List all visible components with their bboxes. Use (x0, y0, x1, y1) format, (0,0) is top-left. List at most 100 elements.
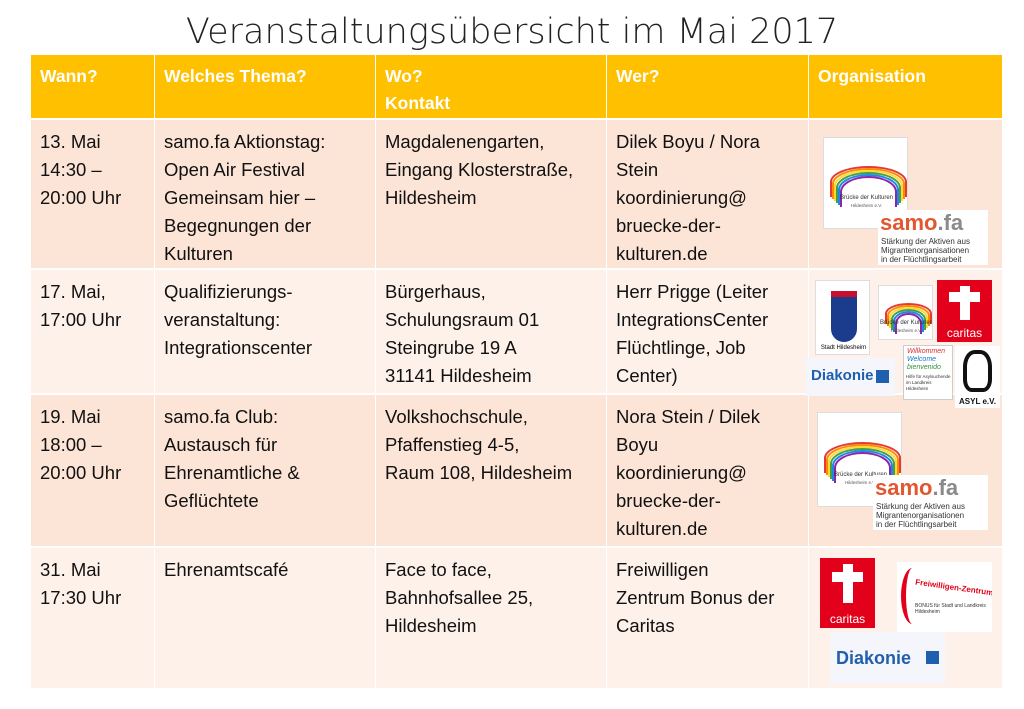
logo-text: Brücke der Kulturen (833, 471, 888, 478)
cell-text: Geflüchtete (164, 490, 259, 511)
logo-text: BONUS für Stadt und Landkreis Hildesheim (915, 602, 986, 615)
cell-text: Magdalenengarten, (385, 131, 545, 152)
crest (830, 291, 857, 342)
rainbow-arc (893, 310, 924, 332)
logo-text: Willkommen (907, 348, 946, 355)
table-cell: Freiwilligen Zentrum Bonus der Caritas (607, 548, 809, 690)
logo: samo.fa Stärkung der Aktiven aus Migranten… (873, 475, 988, 530)
cell-text: 20:00 Uhr (40, 462, 122, 483)
logo: Brücke der Kulturen Hildesheim e.V. (878, 285, 933, 340)
cell-text: Begegnungen der (164, 215, 312, 236)
logo-text: Migrantenorganisationen (876, 511, 965, 520)
logo-text: Hildesheim e.V. (844, 479, 877, 485)
cell-text: Pfaffenstieg 4-5, (385, 434, 520, 455)
table-cell: Magdalenengarten, Eingang Klosterstraße, H… (376, 120, 607, 270)
logo: Willkommen Welcome bienvenido Hilfe für Asy… (903, 345, 953, 400)
cell-text: Herr Prigge (Leiter (616, 281, 769, 302)
rainbow-arc (838, 173, 899, 206)
rainbow-arc (826, 443, 899, 476)
table-cell: Herr Prigge (Leiter IntegrationsCenter Flü… (607, 270, 809, 395)
logo-mark (926, 651, 939, 664)
logo-text: caritas (946, 326, 983, 340)
logo: Stadt Hildesheim (815, 280, 870, 355)
cell-text: Volkshochschule, (385, 406, 528, 427)
cell-text: koordinierung@ (616, 187, 747, 208)
cell-text: Eingang Klosterstraße, (385, 159, 574, 180)
table-cell: samo.fa Aktionstag: Open Air Festival Geme… (155, 120, 376, 270)
logo-text: bienvenido (907, 364, 941, 371)
logo-text: Diakonie (836, 648, 912, 668)
header-text: Welches Thema? (164, 66, 307, 86)
logo-text: .fa (932, 475, 959, 500)
header-text: Wo? (385, 66, 423, 86)
cell-text: Qualifizierungs- (164, 281, 293, 302)
logo: ASYL e.V. (955, 346, 1000, 408)
cell-text: Freiwilligen (616, 559, 709, 580)
logo-title: samo.fa (875, 475, 958, 501)
rainbow-arc (828, 445, 897, 478)
logo-text: Hildesheim e.V. (850, 203, 883, 209)
header-text: Kontakt (385, 93, 451, 113)
cell-text: Steingrube 19 A (385, 337, 517, 358)
logo-title: samo.fa (880, 210, 963, 236)
logo-text: Welcome (907, 356, 937, 363)
table-cell: 19. Mai 18:00 – 20:00 Uhr (31, 395, 155, 548)
logo-text: samo (880, 210, 938, 235)
cell-text: Bürgerhaus, (385, 281, 486, 302)
header-cell: Wer? (607, 55, 809, 120)
table-cell: Bürgerhaus, Schulungsraum 01 Steingrube 19… (376, 270, 607, 395)
rainbow-arc (832, 167, 905, 200)
table-cell: Nora Stein / Dilek Boyu koordinierung@ brue… (607, 395, 809, 548)
cell-text: samo.fa Club: (164, 406, 279, 427)
cross (842, 564, 853, 603)
rainbow-arc (891, 308, 926, 330)
header-cell: Wo? Kontakt (376, 55, 607, 120)
cell-text: 14:30 – (40, 159, 102, 180)
cell-text: samo.fa Aktionstag: (164, 131, 326, 152)
logo: Freiwilligen-Zentrum BONUS für Stadt und … (897, 562, 992, 632)
cell-text: Gemeinsam hier – (164, 187, 316, 208)
title: Veranstaltungsübersicht im Mai 2017 (185, 12, 839, 52)
cell-text: Ehrenamtscafé (164, 559, 289, 580)
cell-text: Boyu (616, 434, 659, 455)
table-cell: Ehrenamtscafé (155, 548, 376, 690)
cell-text: 17. Mai, (40, 281, 106, 302)
cross (949, 292, 980, 303)
cell-text: 31141 Hildesheim (385, 365, 532, 386)
header-cell: Organisation (809, 55, 1003, 120)
logo-text: Hilfe für Asylsuchende im Landkreis Hild… (906, 374, 951, 391)
cell-text: 18:00 – (40, 434, 102, 455)
cell-text: Integrationscenter (164, 337, 313, 358)
logo-text: samo (875, 475, 933, 500)
cell-text: Ehrenamtliche & (164, 462, 300, 483)
rainbow-arc (889, 306, 928, 328)
cell-text: Flüchtlinge, Job (616, 337, 746, 358)
logo-text: ASYL e.V. (959, 397, 996, 406)
logo: Diakonie (830, 632, 945, 684)
rainbow-arc (830, 447, 895, 480)
cell-text: bruecke-der- (616, 490, 721, 511)
header-cell: Wann? (31, 55, 155, 120)
cell-text: Dilek Boyu / Nora (616, 131, 760, 152)
logo: caritas (937, 280, 992, 342)
rainbow-arc (887, 304, 930, 326)
logo-text: Stadt Hildesheim (820, 345, 867, 351)
rainbow-arc (830, 165, 907, 198)
cross (959, 286, 970, 321)
cell-text: 31. Mai (40, 559, 101, 580)
cell-text: Kulturen (164, 243, 233, 264)
cell-text: Stein (616, 159, 659, 180)
cell-text: bruecke-der- (616, 215, 721, 236)
hand (963, 350, 992, 392)
swoosh (901, 568, 924, 624)
header-cell: Welches Thema? (155, 55, 376, 120)
cell-text: kulturen.de (616, 243, 708, 264)
cell-text: Austausch für (164, 434, 278, 455)
header-text: Wer? (616, 66, 660, 86)
rainbow-arc (834, 451, 891, 484)
cell-text: veranstaltung: (164, 309, 281, 330)
cell-text: Zentrum Bonus der (616, 587, 775, 608)
cell-text: kulturen.de (616, 518, 708, 539)
logo: Diakonie (805, 358, 895, 396)
